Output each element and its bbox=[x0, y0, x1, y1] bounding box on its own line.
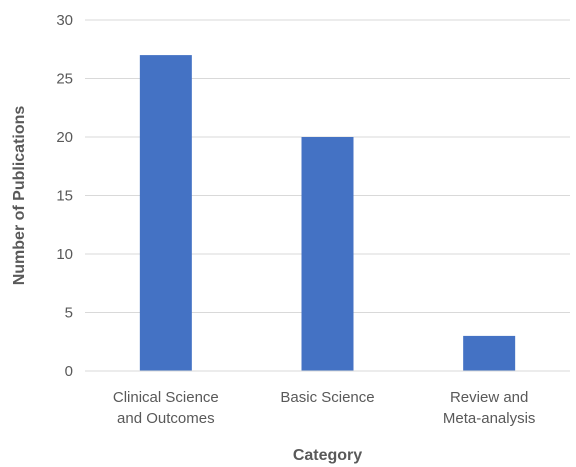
x-tick-label: Basic Science bbox=[280, 389, 374, 406]
x-tick-label: Review and Meta-analysis bbox=[443, 389, 536, 427]
y-axis-ticks: 0 5 10 15 20 25 30 bbox=[56, 12, 73, 380]
y-tick-label: 5 bbox=[65, 305, 73, 322]
bars bbox=[139, 55, 516, 371]
x-axis-categories: Clinical Science and Outcomes Basic Scienc… bbox=[113, 389, 536, 427]
y-tick-label: 20 bbox=[56, 129, 73, 146]
y-tick-label: 0 bbox=[65, 363, 73, 380]
y-tick-label: 30 bbox=[56, 12, 73, 29]
x-axis-title: Category bbox=[293, 447, 362, 464]
bar bbox=[139, 55, 192, 371]
y-tick-label: 25 bbox=[56, 71, 73, 88]
x-tick-label: Clinical Science and Outcomes bbox=[113, 389, 219, 427]
bar bbox=[301, 137, 354, 371]
y-tick-label: 15 bbox=[56, 188, 73, 205]
y-axis-title: Number of Publications bbox=[11, 106, 28, 286]
y-tick-label: 10 bbox=[56, 246, 73, 263]
bar bbox=[463, 335, 516, 371]
